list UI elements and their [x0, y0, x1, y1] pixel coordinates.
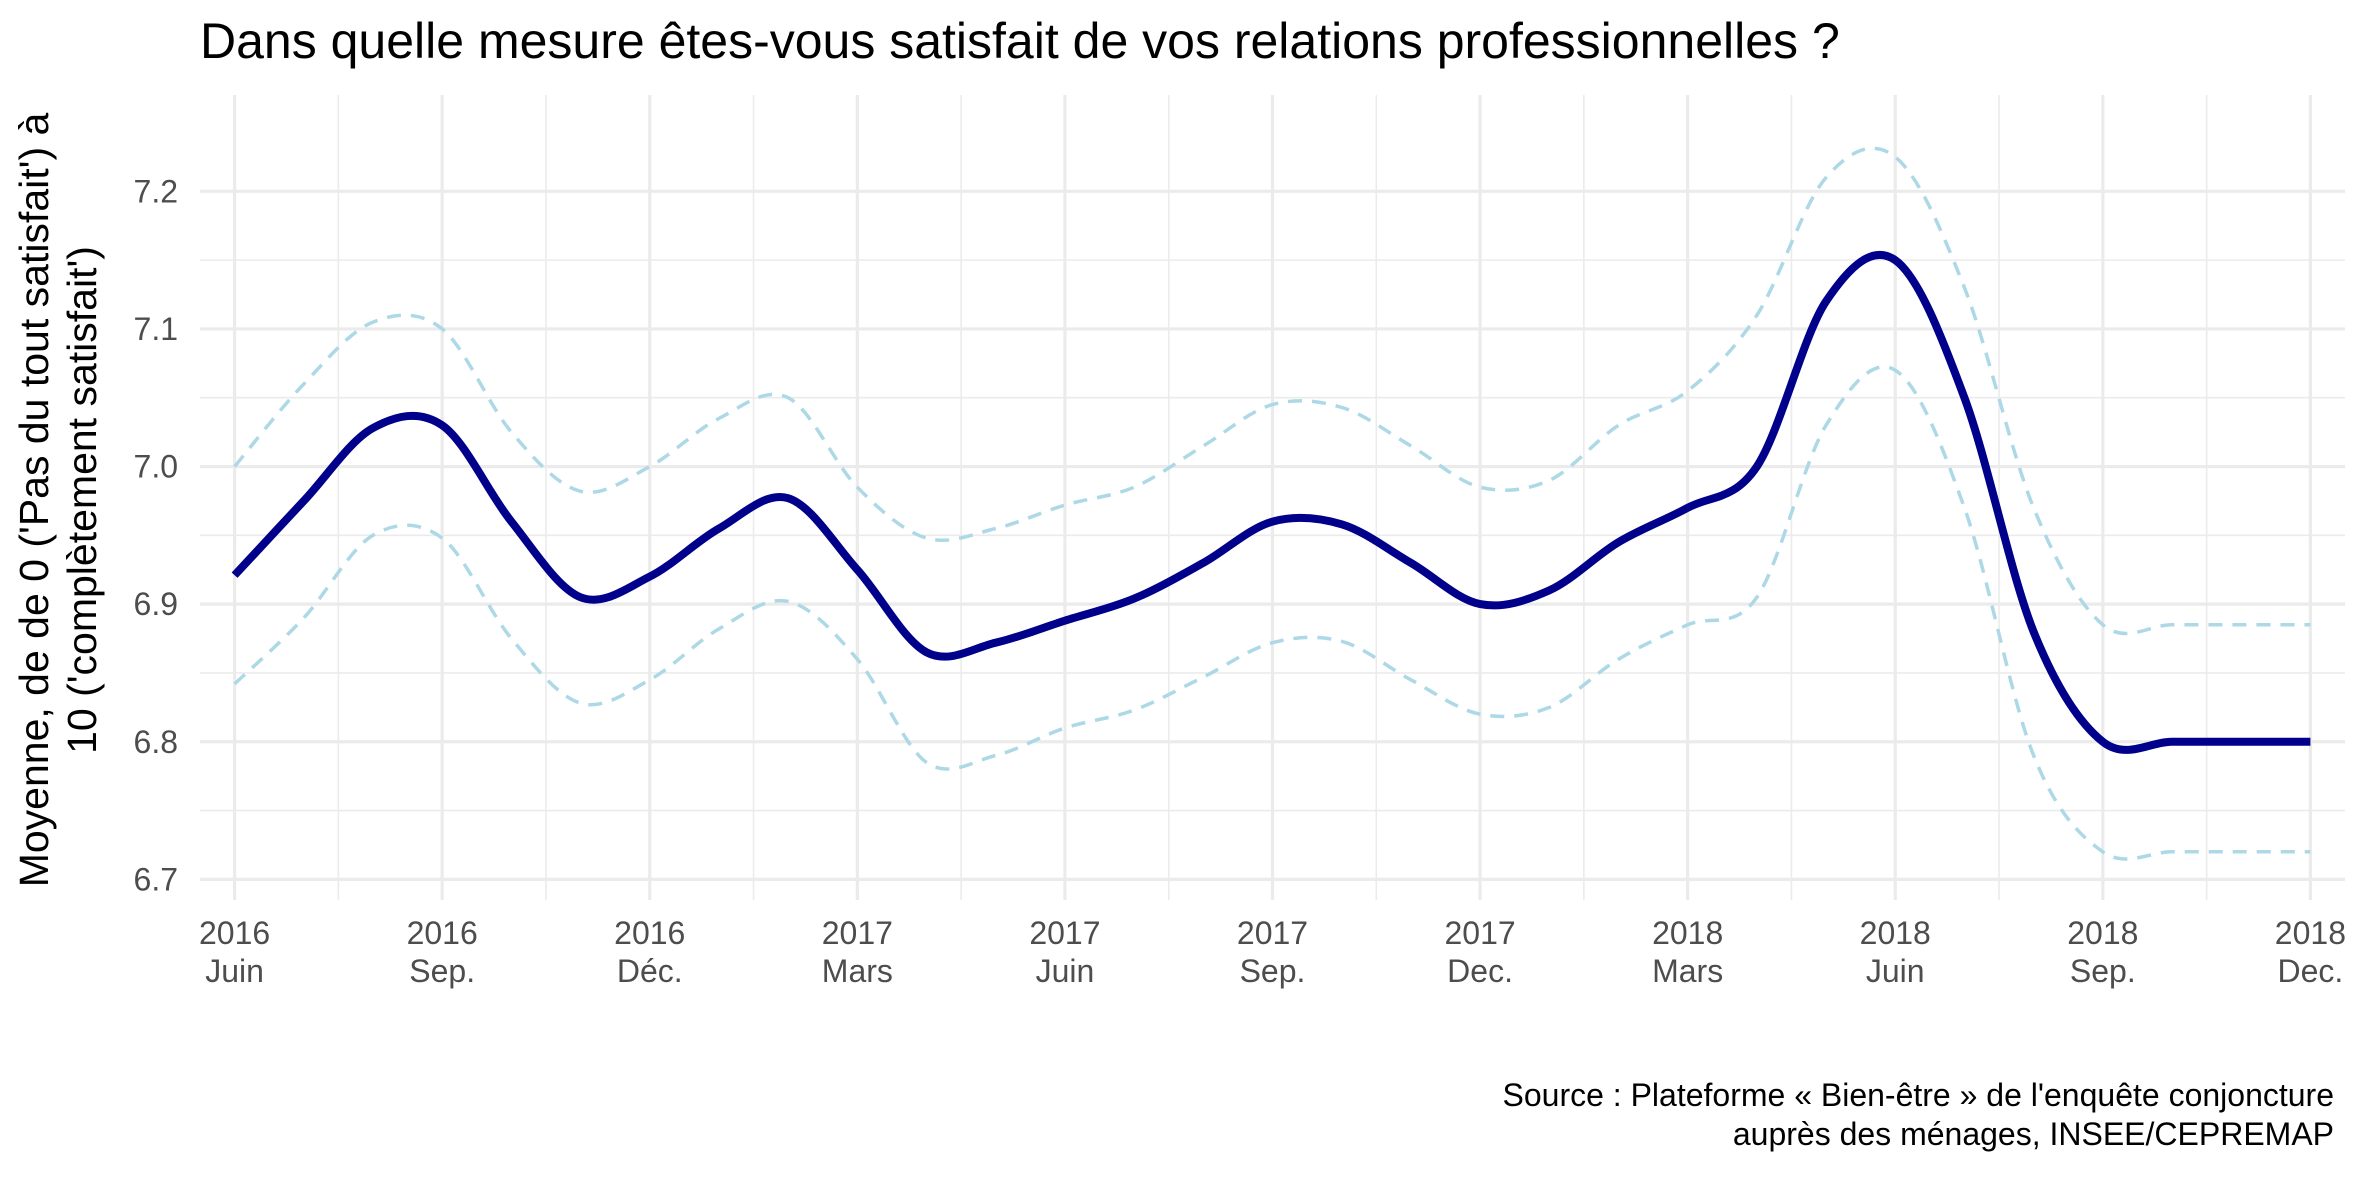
x-tick-label: 2017 — [1237, 915, 1308, 951]
y-axis-label-line-2: 10 ('complètement satisfait') — [59, 246, 105, 754]
y-axis-ticks: 6.7 6.8 6.9 7.0 7.1 7.2 — [134, 173, 178, 897]
x-tick-label: Sep. — [2070, 953, 2136, 989]
series-line-lower — [233, 365, 2311, 861]
series-line-upper — [233, 146, 2311, 636]
y-axis-label-line-1: Moyenne, de de 0 ('Pas du tout satisfait… — [11, 113, 57, 888]
x-tick-label: Déc. — [617, 953, 683, 989]
x-tick-label: 2018 — [2067, 915, 2138, 951]
x-tick-label: Dec. — [2278, 953, 2344, 989]
y-tick-label: 7.0 — [134, 449, 178, 485]
source-caption-line-1: Source : Plateforme « Bien-être » de l'e… — [1503, 1077, 2335, 1113]
x-tick-label: Sep. — [409, 953, 475, 989]
series-line-mean — [231, 251, 2311, 754]
x-tick-label: 2018 — [1652, 915, 1723, 951]
x-tick-label: 2017 — [1444, 915, 1515, 951]
x-tick-label: Mars — [822, 953, 893, 989]
x-tick-label: Juin — [205, 953, 264, 989]
x-axis-ticks: 2016Juin2016Sep.2016Déc.2017Mars2017Juin… — [199, 915, 2346, 989]
x-tick-label: 2017 — [822, 915, 893, 951]
x-tick-label: 2018 — [2275, 915, 2346, 951]
x-tick-label: 2016 — [407, 915, 478, 951]
x-tick-label: Mars — [1652, 953, 1723, 989]
y-tick-label: 7.1 — [134, 311, 178, 347]
y-tick-label: 6.8 — [134, 724, 178, 760]
x-tick-label: 2018 — [1860, 915, 1931, 951]
y-tick-label: 6.9 — [134, 586, 178, 622]
y-tick-label: 7.2 — [134, 173, 178, 209]
y-tick-label: 6.7 — [134, 861, 178, 897]
y-axis-label: Moyenne, de de 0 ('Pas du tout satisfait… — [11, 113, 105, 888]
x-tick-label: Juin — [1866, 953, 1925, 989]
x-tick-label: 2016 — [614, 915, 685, 951]
x-tick-label: Sep. — [1240, 953, 1306, 989]
chart-title: Dans quelle mesure êtes-vous satisfait d… — [200, 13, 1840, 69]
plot-grid — [200, 95, 2345, 900]
source-caption-line-2: auprès des ménages, INSEE/CEPREMAP — [1733, 1116, 2334, 1152]
x-tick-label: Juin — [1036, 953, 1095, 989]
x-tick-label: 2017 — [1029, 915, 1100, 951]
plot-series — [231, 146, 2311, 861]
x-tick-label: Dec. — [1447, 953, 1513, 989]
x-tick-label: 2016 — [199, 915, 270, 951]
